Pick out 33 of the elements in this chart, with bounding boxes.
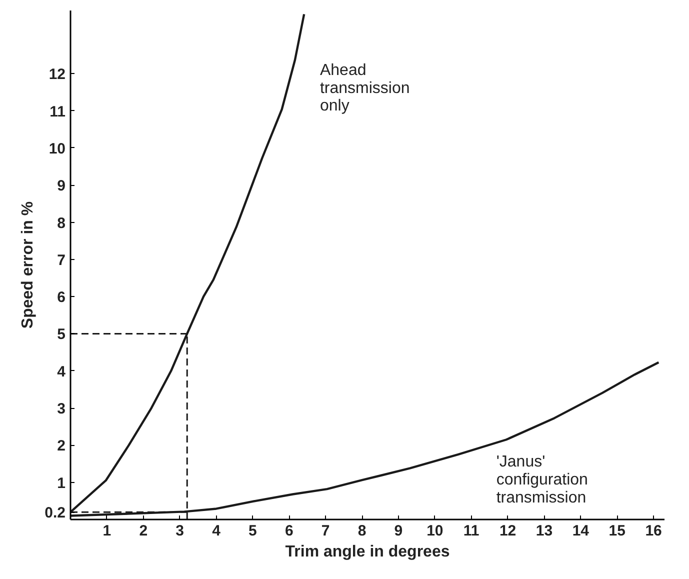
x-tick-label: 2 [139, 522, 148, 540]
y-tick-label: 6 [57, 289, 66, 306]
y-tick-label: 1 [57, 474, 66, 492]
x-tick-label: 14 [572, 522, 590, 540]
y-tick-label: 3 [57, 400, 66, 418]
x-tick-label: 5 [248, 522, 257, 540]
series-label: Ahead transmission only [320, 62, 410, 115]
x-tick-label: 3 [176, 522, 184, 540]
x-tick-label: 13 [536, 522, 553, 540]
y-tick-label: 10 [48, 140, 66, 158]
x-tick-label: 12 [499, 522, 516, 540]
y-tick-label: 4 [57, 363, 66, 380]
x-tick-label: 4 [212, 522, 222, 540]
y-tick-label: 0.2 [44, 504, 66, 522]
x-tick-label: 16 [645, 522, 662, 540]
y-tick-label: 2 [57, 438, 66, 455]
x-tick-label: 9 [394, 522, 403, 540]
series-label: 'Janus' configuration transmission [496, 454, 588, 506]
y-tick-label: 11 [50, 103, 66, 120]
x-tick-label: 10 [426, 522, 444, 540]
y-tick-label: 5 [57, 326, 66, 344]
x-tick-label: 6 [284, 522, 294, 540]
x-tick-label: 8 [358, 522, 366, 540]
x-tick-label: 1 [102, 522, 112, 540]
x-tick-label: 11 [463, 522, 480, 540]
y-tick-label: 9 [57, 178, 66, 195]
y-tick-label: 8 [57, 214, 66, 232]
y-tick-label: 7 [57, 252, 66, 269]
x-axis-title: Trim angle in degrees [285, 544, 450, 560]
x-tick-label: 7 [321, 522, 330, 540]
y-tick-label: 12 [48, 66, 66, 84]
y-axis-title: Speed error in % [20, 201, 37, 329]
x-tick-label: 15 [608, 522, 626, 540]
